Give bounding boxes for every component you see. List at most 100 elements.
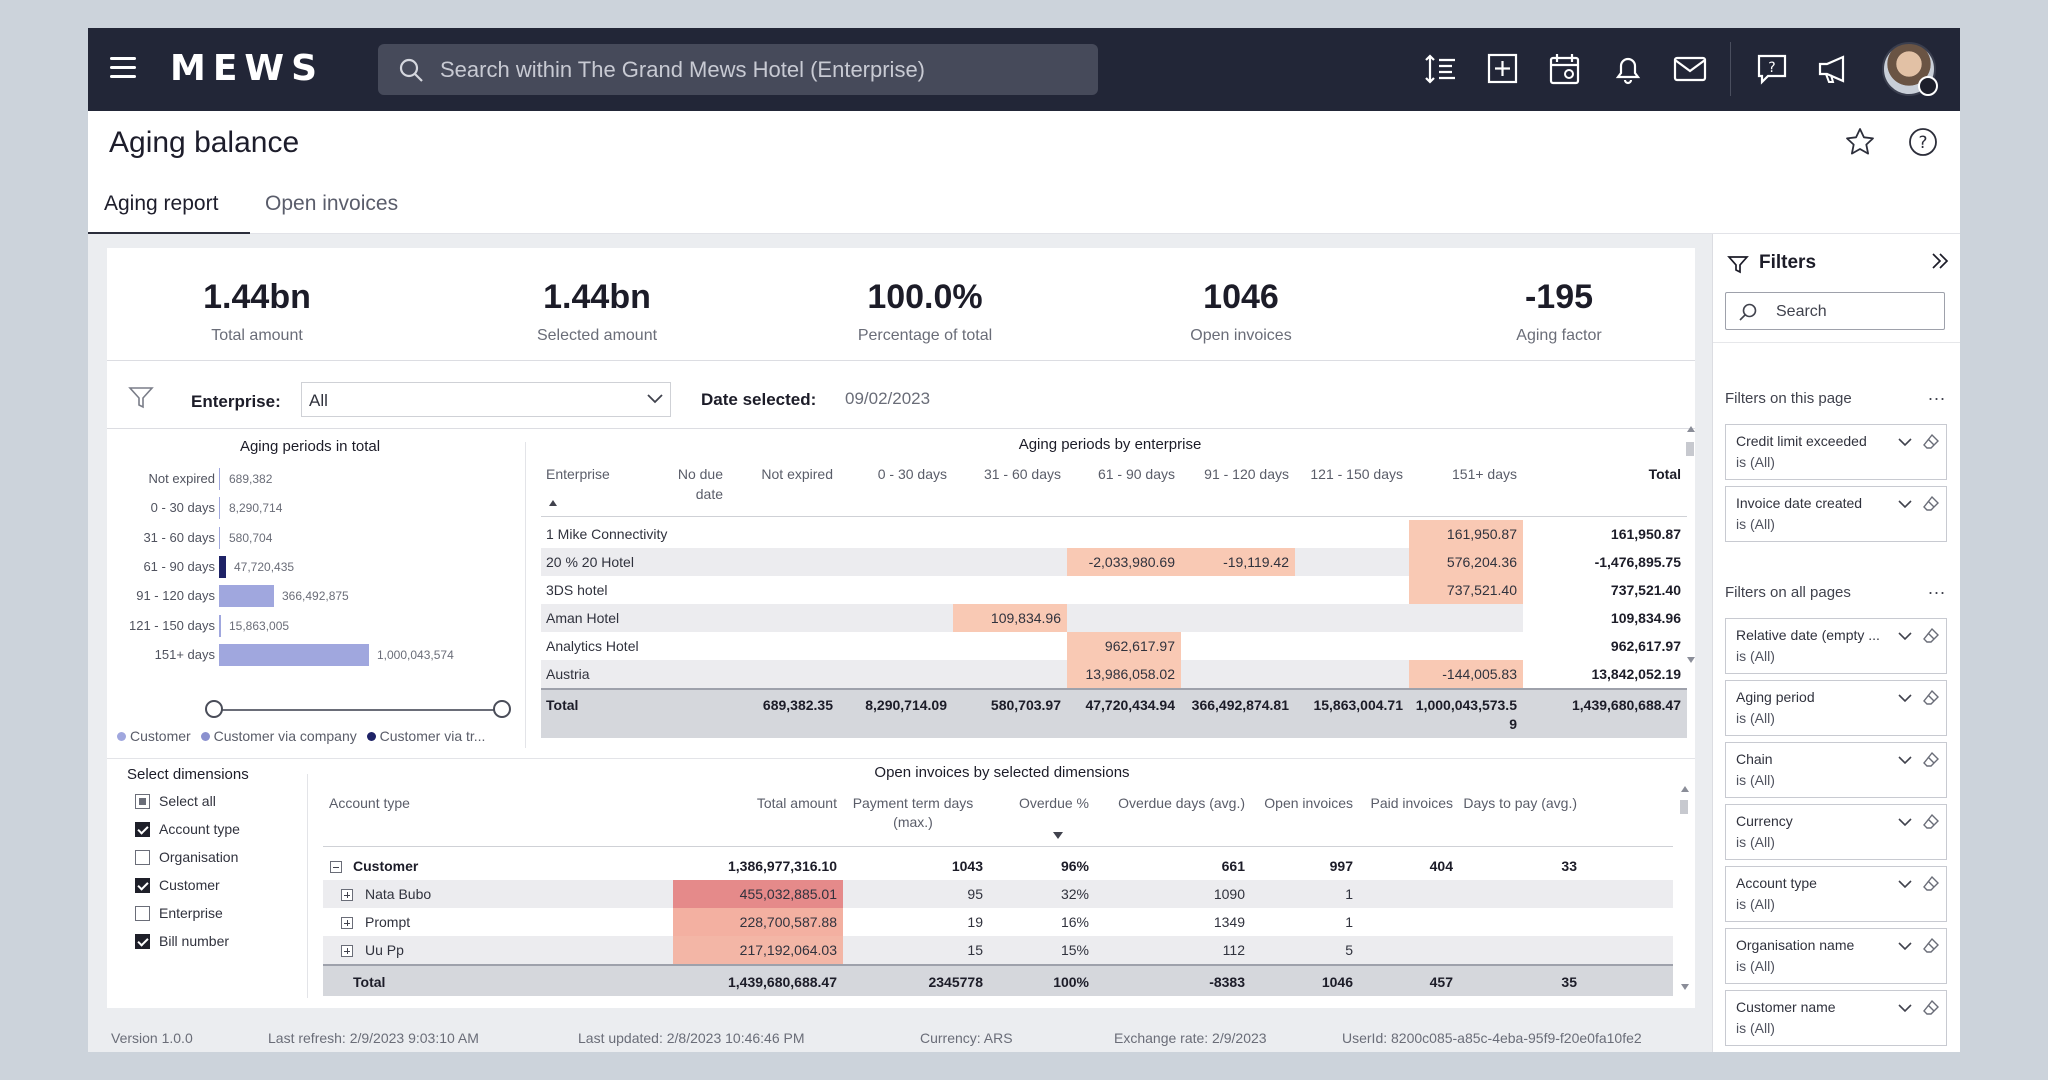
chevron-down-icon[interactable] bbox=[1896, 939, 1914, 957]
scroll-thumb[interactable] bbox=[1680, 800, 1688, 814]
filter-icon[interactable] bbox=[127, 384, 155, 412]
filter-card[interactable]: Currency is (All) bbox=[1725, 804, 1947, 860]
brand-logo[interactable]: MEWS bbox=[170, 48, 325, 89]
range-slider-end-handle[interactable] bbox=[493, 700, 511, 718]
date-value[interactable]: 09/02/2023 bbox=[845, 389, 931, 408]
tab-aging-report[interactable]: Aging report bbox=[104, 192, 219, 215]
bell-icon[interactable] bbox=[1609, 50, 1647, 88]
range-slider-start-handle[interactable] bbox=[205, 700, 223, 718]
legend-item-customer-via-company[interactable]: Customer via company bbox=[200, 728, 357, 744]
clear-filter-icon[interactable] bbox=[1922, 495, 1940, 518]
column-header[interactable]: Account type bbox=[329, 795, 410, 811]
collapse-pane-icon[interactable] bbox=[1929, 250, 1951, 272]
filter-card[interactable]: Account type is (All) bbox=[1725, 866, 1947, 922]
chart-bar[interactable] bbox=[219, 468, 220, 490]
column-header[interactable]: 31 - 60 days bbox=[983, 466, 1061, 482]
table-row[interactable]: 1 Mike Connectivity 161,950.87 161,950.87 bbox=[541, 520, 1687, 548]
checkbox[interactable] bbox=[135, 878, 150, 893]
scroll-down-icon[interactable] bbox=[1687, 657, 1695, 663]
filter-card[interactable]: Relative date (empty ... is (All) bbox=[1725, 618, 1947, 674]
more-options-icon[interactable]: ... bbox=[1928, 384, 1947, 404]
chevron-down-icon[interactable] bbox=[1896, 753, 1914, 771]
table-row[interactable]: 20 % 20 Hotel -2,033,980.69 -19,119.42 576,… bbox=[541, 548, 1687, 576]
scroll-thumb[interactable] bbox=[1686, 442, 1694, 456]
group-row[interactable]: Customer 1,386,977,316.10 1043 96% 661 997 404… bbox=[323, 852, 1673, 880]
table-row[interactable]: Uu Pp 217,192,064.03 15 15% 112 5 bbox=[323, 936, 1673, 964]
table-row[interactable]: Austria 13,986,058.02 -144,005.83 13,842,05… bbox=[541, 660, 1687, 688]
chevron-down-icon[interactable] bbox=[1896, 815, 1914, 833]
filter-card[interactable]: Invoice date created is (All) bbox=[1725, 486, 1947, 542]
chevron-down-icon[interactable] bbox=[1896, 1001, 1914, 1019]
chart-bar[interactable] bbox=[219, 497, 220, 520]
clear-filter-icon[interactable] bbox=[1922, 751, 1940, 774]
column-header[interactable]: Overdue % bbox=[1018, 795, 1089, 811]
table-row[interactable]: Nata Bubo 455,032,885.01 95 32% 1090 1 bbox=[323, 880, 1673, 908]
megaphone-icon[interactable] bbox=[1815, 50, 1853, 88]
search-input[interactable] bbox=[440, 44, 1080, 95]
more-options-icon[interactable]: ... bbox=[1928, 578, 1947, 598]
table-row[interactable]: Analytics Hotel 962,617.97 962,617.97 bbox=[541, 632, 1687, 660]
legend-item-customer-via-tr[interactable]: Customer via tr... bbox=[366, 728, 485, 744]
add-box-icon[interactable] bbox=[1484, 50, 1522, 88]
scroll-up-icon[interactable] bbox=[1687, 426, 1695, 432]
menu-icon[interactable] bbox=[110, 57, 136, 79]
filter-card[interactable]: Customer name is (All) bbox=[1725, 990, 1947, 1046]
filter-card[interactable]: Organisation name is (All) bbox=[1725, 928, 1947, 984]
column-header[interactable]: Payment term days (max.) bbox=[852, 795, 974, 830]
checkbox[interactable] bbox=[135, 822, 150, 837]
filter-card[interactable]: Credit limit exceeded is (All) bbox=[1725, 424, 1947, 480]
clear-filter-icon[interactable] bbox=[1922, 937, 1940, 960]
chart-bar[interactable] bbox=[219, 555, 226, 578]
chevron-down-icon[interactable] bbox=[1896, 629, 1914, 647]
table-row[interactable]: Aman Hotel 109,834.96 109,834.96 bbox=[541, 604, 1687, 632]
clear-filter-icon[interactable] bbox=[1922, 433, 1940, 456]
checkbox[interactable] bbox=[135, 906, 150, 921]
range-slider-track[interactable] bbox=[215, 709, 503, 711]
expand-icon[interactable] bbox=[341, 945, 353, 957]
collapse-icon[interactable] bbox=[330, 861, 342, 873]
chevron-down-icon[interactable] bbox=[1896, 435, 1914, 453]
enterprise-dropdown[interactable]: All bbox=[301, 382, 671, 417]
expand-icon[interactable] bbox=[341, 889, 353, 901]
clear-filter-icon[interactable] bbox=[1922, 875, 1940, 898]
help-icon[interactable]: ? bbox=[1907, 126, 1939, 158]
enterprise-table-scrollbar[interactable] bbox=[1686, 426, 1696, 806]
filter-card[interactable]: Aging period is (All) bbox=[1725, 680, 1947, 736]
chevron-down-icon[interactable] bbox=[1896, 691, 1914, 709]
filters-search[interactable]: Search bbox=[1725, 292, 1945, 330]
column-header[interactable]: 151+ days bbox=[1452, 466, 1517, 482]
scroll-up-icon[interactable] bbox=[1681, 786, 1689, 792]
chart-bar[interactable] bbox=[219, 585, 274, 608]
sort-descending-icon[interactable] bbox=[1053, 832, 1063, 839]
column-header[interactable]: Paid invoices bbox=[1370, 795, 1454, 811]
clear-filter-icon[interactable] bbox=[1922, 813, 1940, 836]
column-header[interactable]: No due date bbox=[677, 466, 723, 502]
checkbox[interactable] bbox=[135, 850, 150, 865]
column-header[interactable]: Enterprise bbox=[546, 466, 610, 482]
table-row[interactable]: 3DS hotel 737,521.40 737,521.40 bbox=[541, 576, 1687, 604]
favorite-star-icon[interactable] bbox=[1844, 126, 1876, 158]
calendar-icon[interactable] bbox=[1546, 50, 1584, 88]
checkbox[interactable] bbox=[135, 934, 150, 949]
tab-open-invoices[interactable]: Open invoices bbox=[265, 192, 399, 215]
sort-lines-icon[interactable] bbox=[1422, 50, 1460, 88]
checkbox[interactable] bbox=[135, 794, 150, 809]
clear-filter-icon[interactable] bbox=[1922, 627, 1940, 650]
column-header[interactable]: 61 - 90 days bbox=[1097, 466, 1175, 482]
help-chat-icon[interactable]: ? bbox=[1753, 50, 1791, 88]
filter-card[interactable]: Chain is (All) bbox=[1725, 742, 1947, 798]
expand-icon[interactable] bbox=[341, 917, 353, 929]
legend-item-customer[interactable]: Customer bbox=[117, 728, 191, 744]
table-row[interactable]: Prompt 228,700,587.88 19 16% 1349 1 bbox=[323, 908, 1673, 936]
column-header[interactable]: 121 - 150 days bbox=[1310, 466, 1403, 482]
column-header[interactable]: 91 - 120 days bbox=[1204, 466, 1289, 482]
column-header[interactable]: 0 - 30 days bbox=[877, 466, 947, 482]
column-header[interactable]: Total bbox=[1648, 466, 1681, 482]
chart-bar[interactable] bbox=[219, 614, 221, 637]
global-search[interactable] bbox=[378, 44, 1098, 95]
column-header[interactable]: Days to pay (avg.) bbox=[1463, 795, 1577, 811]
chart-bar[interactable] bbox=[219, 643, 369, 666]
chevron-down-icon[interactable] bbox=[1896, 877, 1914, 895]
column-header[interactable]: Total amount bbox=[756, 795, 837, 811]
column-header[interactable]: Overdue days (avg.) bbox=[1118, 795, 1245, 811]
